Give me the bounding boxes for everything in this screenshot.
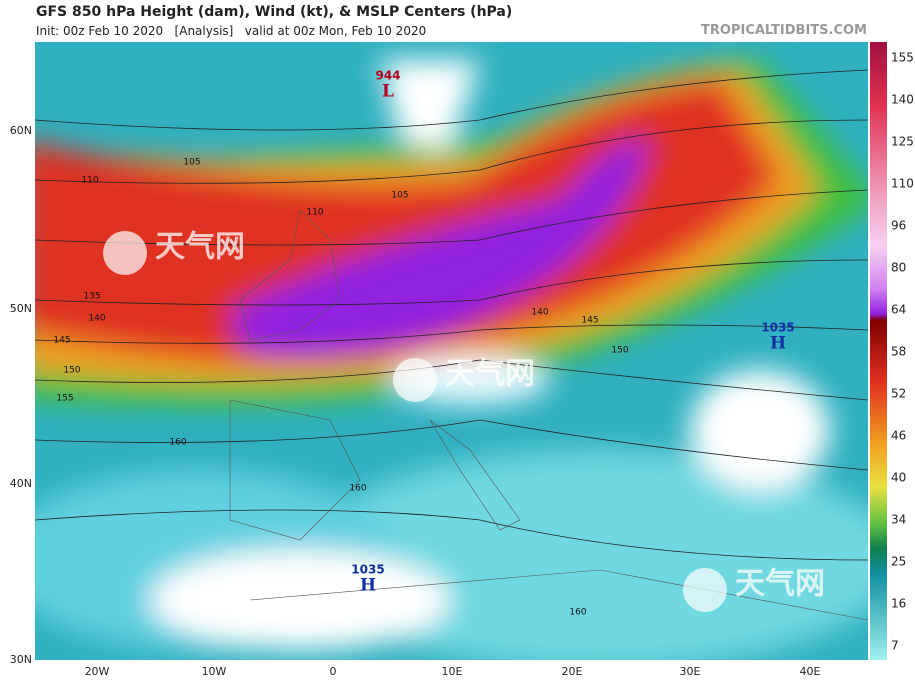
contour-label: 140	[88, 314, 105, 324]
colorbar-label: 155	[891, 51, 914, 65]
subtitle: Init: 00z Feb 10 2020 [Analysis] valid a…	[36, 24, 427, 38]
contour-label: 110	[306, 208, 323, 218]
watermark-logo	[103, 231, 147, 275]
contour-label: 110	[81, 176, 98, 186]
lon-label: 10E	[442, 665, 463, 678]
contour-label: 155	[56, 394, 73, 404]
colorbar-label: 64	[891, 303, 906, 317]
lat-label: 60N	[10, 124, 32, 137]
lon-label: 30E	[680, 665, 701, 678]
contour-label: 145	[581, 316, 598, 326]
colorbar-label: 58	[891, 345, 906, 359]
contour-label: 160	[349, 484, 366, 494]
colorbar-label: 110	[891, 177, 914, 191]
colorbar-label: 52	[891, 387, 906, 401]
coastlines	[229, 209, 869, 621]
contour-label: 160	[569, 608, 586, 618]
lat-label: 30N	[10, 653, 32, 666]
watermark-logo	[393, 358, 437, 402]
height-contours	[35, 69, 868, 561]
lon-label: 0	[330, 665, 337, 678]
title: GFS 850 hPa Height (dam), Wind (kt), & M…	[36, 4, 513, 20]
watermark-logo	[683, 568, 727, 612]
colorbar-label: 46	[891, 429, 906, 443]
pressure-symbol: H	[770, 334, 786, 354]
colorbar-label: 125	[891, 135, 914, 149]
lon-label: 20E	[562, 665, 583, 678]
wind-field	[35, 60, 868, 660]
contour-label: 160	[169, 438, 186, 448]
pressure-value: 1035	[761, 321, 794, 335]
pressure-symbol: L	[382, 82, 394, 102]
contour-label: 105	[183, 158, 200, 168]
lon-label: 10W	[202, 665, 227, 678]
colorbar-label: 25	[891, 555, 906, 569]
contour-label: 150	[611, 346, 628, 356]
colorbar-label: 96	[891, 219, 906, 233]
watermark: 天气网	[155, 230, 245, 265]
contour-label: 145	[53, 336, 70, 346]
colorbar-label: 140	[891, 93, 914, 107]
colorbar-label: 40	[891, 471, 906, 485]
pressure-value: 944	[375, 69, 400, 83]
pressure-value: 1035	[351, 563, 384, 577]
watermark: 天气网	[445, 357, 535, 392]
watermark: 天气网	[735, 567, 825, 602]
lat-label: 50N	[10, 302, 32, 315]
colorbar-label: 80	[891, 261, 906, 275]
lon-label: 20W	[85, 665, 110, 678]
lon-label: 40E	[800, 665, 821, 678]
contour-label: 150	[63, 366, 80, 376]
contour-label: 140	[531, 308, 548, 318]
contour-label: 135	[83, 292, 100, 302]
colorbar-label: 16	[891, 597, 906, 611]
colorbar-label: 34	[891, 513, 906, 527]
contour-label: 105	[391, 191, 408, 201]
colorbar	[870, 42, 887, 660]
lat-label: 40N	[10, 477, 32, 490]
colorbar-label: 7	[891, 639, 899, 653]
pressure-symbol: H	[360, 576, 376, 596]
brand: TROPICALTIDBITS.COM	[701, 23, 867, 38]
